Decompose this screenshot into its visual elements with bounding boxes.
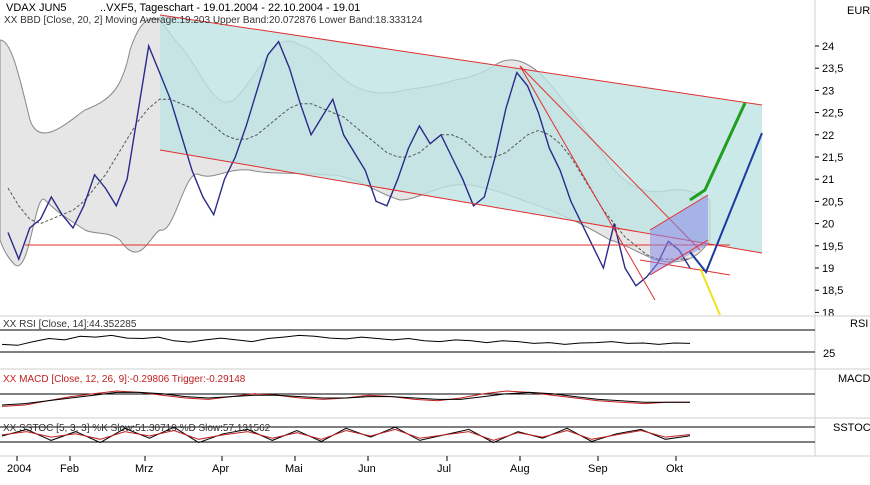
rsi-line [1,334,691,346]
symbol-title: VDAX JUN5 [6,2,67,14]
sstoc-k-line [1,426,691,444]
forecast-blue-arrow [689,132,763,274]
y-tick-label: 18 [822,307,834,319]
trend-channel [160,15,762,253]
macd-label: XX MACD [Close, 12, 26, 9]:-0.29806 Trig… [3,374,246,385]
y-tick-label: 19,5 [822,241,843,253]
y-tick-label: 21 [822,174,834,186]
x-tick-label: 2004 [7,463,31,475]
y-tick-label: 22 [822,130,834,142]
y-tick-label: 19 [822,263,834,275]
triangle-lower [649,239,709,276]
triangle-upper [649,194,709,231]
y-tick-label: 24 [822,41,834,53]
channel-upper-line [159,14,763,106]
price-line [7,40,691,287]
y-tick-label: 20 [822,219,834,231]
y-axis: 24 23,5 23 22,5 22 21,5 21 20,5 20 19,5 19 18,5 18 [815,41,843,319]
triangle-pattern [650,195,708,275]
x-tick-label: Okt [666,463,683,475]
chart-subtitle: ..VXF5, Tageschart - 19.01.2004 - 22.10.… [100,2,360,14]
x-tick-label: Feb [60,463,79,475]
rsi-label: XX RSI [Close, 14]:44.352285 [3,319,137,330]
x-tick-label: Aug [510,463,530,475]
sstoc-tag: SSTOC [833,422,870,434]
moving-average-line [7,98,690,260]
y-tick-label: 23 [822,85,834,97]
x-tick-label: Mrz [135,463,153,475]
bbd-label: XX BBD [Close, 20, 2] Moving Average:19.… [4,15,423,26]
x-axis: 2004 Feb Mrz Apr Mai Jun Jul Aug Sep Okt [7,456,683,475]
y-tick-label: 22,5 [822,108,843,120]
currency-label: EUR [847,5,870,17]
macd-tag: MACD [838,373,870,385]
y-tick-label: 21,5 [822,152,843,164]
rsi-tick-25: 25 [823,348,835,360]
forecast-yellow-arrow [699,267,721,316]
rsi-tag: RSI [850,318,868,330]
y-tick-label: 20,5 [822,196,843,208]
x-tick-label: Mai [285,463,303,475]
macd-trigger-line [1,391,690,406]
sstoc-label: XX SSTOC [5, 3, 3] %K Slow:51.30719 %D S… [3,423,271,434]
axis-background [815,0,870,480]
forecast-green-arrow [689,102,747,202]
x-tick-label: Apr [212,463,229,475]
x-tick-label: Sep [588,463,608,475]
fan-line-1 [519,65,656,301]
y-tick-label: 18,5 [822,285,843,297]
y-tick-label: 23,5 [822,63,843,75]
sstoc-d-line [1,428,691,441]
x-tick-label: Jul [437,463,451,475]
x-tick-label: Jun [358,463,376,475]
